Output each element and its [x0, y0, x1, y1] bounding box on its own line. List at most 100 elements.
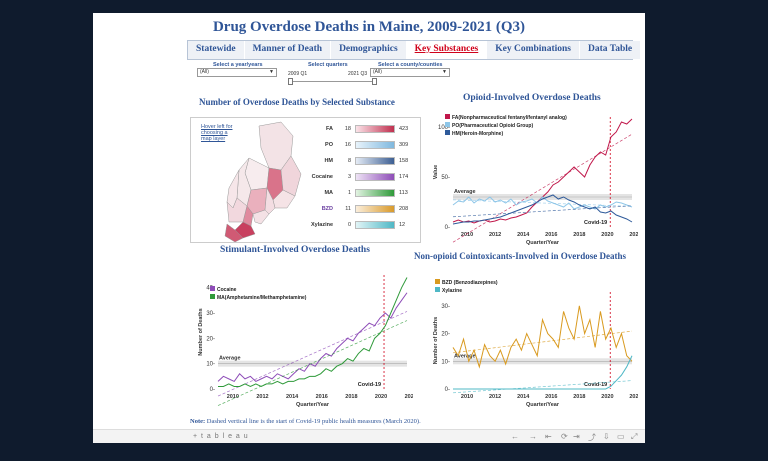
y-tick-label: 30-: [441, 304, 450, 310]
note-label: Note:: [190, 418, 206, 425]
legend-max: 174: [399, 174, 409, 180]
share-icon[interactable]: ⤴: [588, 433, 596, 442]
legend-min: 11: [345, 206, 351, 212]
y-tick-label: 0-: [445, 387, 450, 393]
x-tick-label: 2014: [517, 394, 530, 400]
county-select-value: (All): [373, 69, 382, 75]
download-icon[interactable]: ⇩: [603, 432, 610, 441]
x-tick-label: 2016: [316, 394, 328, 400]
tab-key-combinations[interactable]: Key Combinations: [487, 41, 580, 59]
legend-gradient: [355, 189, 395, 197]
legend-min: 18: [344, 126, 351, 132]
y-tick-label: 0-: [445, 225, 450, 231]
undo-icon[interactable]: ←: [511, 432, 519, 441]
legend-row-cocaine[interactable]: Cocaine 3 174: [311, 172, 421, 184]
slider-start-handle[interactable]: [288, 78, 293, 85]
tab-statewide[interactable]: Statewide: [188, 41, 245, 59]
x-tick-label: 2018: [573, 232, 585, 238]
y-tick-label: 10-: [441, 359, 450, 365]
legend-gradient: [355, 157, 395, 165]
legend-row-xylazine[interactable]: Xylazine 0 12: [311, 220, 421, 232]
year-select[interactable]: (All) ▼: [197, 68, 277, 77]
tab-bar: Statewide Manner of Death Demographics K…: [187, 40, 642, 60]
average-label: Average: [454, 189, 476, 195]
legend-swatch: [435, 287, 440, 292]
note-text: Dashed vertical line is the start of Cov…: [206, 418, 421, 425]
x-axis-label: Quarter/Year: [526, 240, 560, 246]
legend-swatch: [445, 130, 450, 135]
x-tick-label: 2020: [601, 232, 613, 238]
county-midcoast: [252, 209, 270, 225]
map-hint: Hover left for choosing a map layer: [201, 124, 233, 142]
legend-label: PO(Pharmaceutical Opioid Group): [452, 123, 533, 129]
series-trend-0: [452, 330, 633, 354]
page-title: Drug Overdose Deaths in Maine, 2009-2021…: [212, 19, 526, 35]
stimulant-chart[interactable]: Average0-10-20-30-40-2010201220142016201…: [188, 257, 413, 409]
legend-row-ma[interactable]: MA 1 113: [311, 188, 421, 200]
x-tick-label: 2022: [629, 232, 638, 238]
county-washington: [280, 155, 302, 197]
tab-key-substances[interactable]: Key Substances: [406, 41, 488, 59]
opioid-chart[interactable]: Average 0- 50- 100- 2010 2012 2014 2016 2018 2020…: [423, 105, 638, 247]
legend-row-fa[interactable]: FA 18 423: [311, 124, 421, 136]
quarter-end-label: 2021 Q3: [348, 71, 368, 77]
covid-label: Covid-19: [584, 382, 607, 388]
y-tick-label: 20-: [206, 336, 215, 342]
x-tick-label: 2012: [489, 232, 501, 238]
fullscreen-icon[interactable]: ⤢: [631, 432, 638, 441]
y-tick-label: 20-: [441, 332, 450, 338]
legend-max: 158: [399, 158, 409, 164]
tab-data-table[interactable]: Data Table: [580, 41, 642, 59]
county-york: [224, 223, 244, 242]
y-tick-label: 0-: [210, 387, 215, 393]
maine-map[interactable]: [221, 118, 331, 242]
legend-max: 423: [399, 126, 409, 132]
legend-gradient: [355, 173, 395, 181]
legend-row-hm[interactable]: HM 8 158: [311, 156, 421, 168]
x-tick-label: 2014: [517, 232, 530, 238]
covid-label: Covid-19: [584, 220, 607, 226]
series-line-0: [452, 305, 633, 369]
revert-icon[interactable]: ⇤: [545, 432, 552, 441]
redo-icon[interactable]: →: [529, 432, 537, 441]
x-tick-label: 2010: [461, 394, 473, 400]
legend-swatch: [445, 122, 450, 127]
footnote: Note: Dashed vertical line is the start …: [190, 418, 421, 425]
legend-min: 1: [347, 190, 351, 196]
legend-label: Cocaine: [217, 287, 237, 293]
series-trend-1: [452, 199, 633, 207]
legend-min: 8: [347, 158, 351, 164]
dashboard-frame: Drug Overdose Deaths in Maine, 2009-2021…: [93, 13, 645, 443]
y-tick-label: 50-: [441, 175, 450, 181]
comment-icon[interactable]: ▭: [617, 432, 625, 441]
legend-min: 0: [347, 222, 351, 228]
pause-icon[interactable]: ⇥: [573, 432, 580, 441]
y-axis-label: Number of Deaths: [198, 308, 204, 355]
legend-code: Xylazine: [311, 222, 334, 228]
county-select[interactable]: (All) ▼: [370, 68, 450, 77]
series-line-2: [452, 194, 633, 225]
nonopioid-chart[interactable]: Average 0- 10- 20- 30- 2010 2012 2014 2016 2018 20…: [423, 262, 638, 409]
series-line-1: [453, 355, 633, 390]
legend-gradient: [355, 205, 395, 213]
x-tick-label: 2014: [286, 394, 299, 400]
legend-max: 208: [399, 206, 409, 212]
series-trend-2: [452, 205, 633, 218]
legend-swatch: [210, 294, 215, 299]
slider-end-handle[interactable]: [372, 78, 377, 85]
legend-swatch: [210, 286, 215, 291]
legend-row-bzd[interactable]: BZD 11 208: [311, 204, 421, 216]
refresh-icon[interactable]: ⟳: [561, 432, 568, 441]
tab-manner-of-death[interactable]: Manner of Death: [244, 41, 332, 59]
y-tick-label: 100-: [438, 125, 450, 131]
tab-demographics[interactable]: Demographics: [331, 41, 407, 59]
legend-min: 16: [344, 142, 351, 148]
legend-code: MA: [324, 190, 333, 196]
year-select-value: (All): [200, 69, 209, 75]
legend-row-po[interactable]: PO 16 309: [311, 140, 421, 152]
quarter-slider[interactable]: [288, 78, 377, 85]
county-filter-label: Select a county/counties: [378, 62, 443, 68]
legend-code: FA: [325, 126, 333, 132]
legend-label: Xylazine: [442, 288, 462, 294]
x-tick-label: 2020: [375, 394, 387, 400]
